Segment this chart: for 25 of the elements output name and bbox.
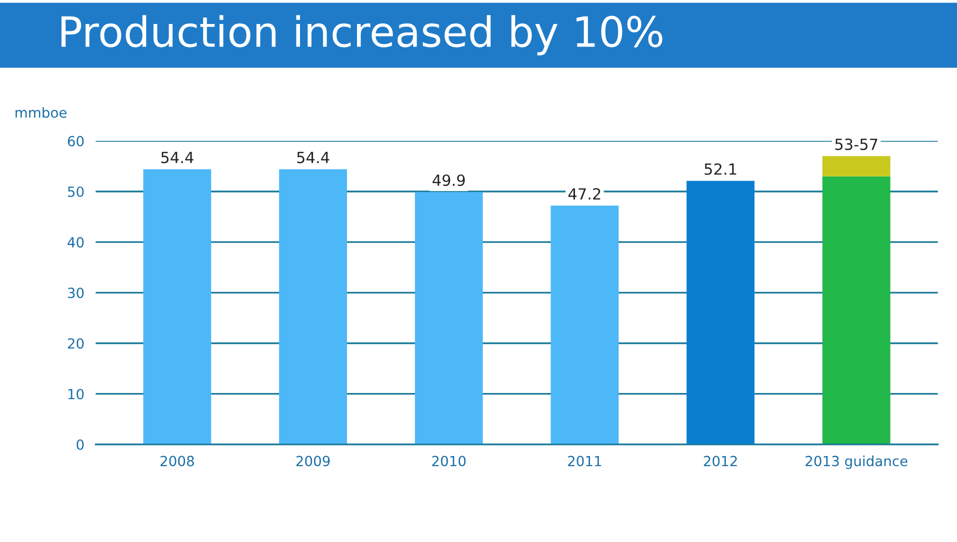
- total-label: 54.4: [161, 152, 194, 164]
- y-tick-label: 20: [68, 338, 84, 349]
- y-tick-label: 10: [68, 388, 84, 400]
- y-tick-label: 60: [68, 136, 84, 146]
- total-label: 49.9: [432, 174, 465, 186]
- x-tick-label: 2009: [296, 456, 330, 466]
- y-axis-title: mmboe: [16, 107, 67, 118]
- y-tick-label: 0: [76, 439, 84, 450]
- x-tick-label: 2008: [160, 456, 194, 466]
- x-tick-label: 2013 guidance: [806, 456, 908, 469]
- y-tick-label: 30: [68, 288, 84, 298]
- y-tick-label: 50: [68, 186, 84, 197]
- y-tick-label: 40: [68, 237, 84, 248]
- bar: [550, 206, 619, 444]
- total-label: 52.1: [704, 163, 736, 175]
- chart-title: Production increased by 10%: [62, 15, 662, 56]
- x-tick-label: 2012: [704, 456, 737, 466]
- total-label: 53-57: [835, 138, 878, 150]
- total-label: 47.2: [568, 188, 600, 200]
- x-tick-label: 2011: [568, 456, 602, 466]
- bar: [822, 156, 890, 176]
- bar: [822, 176, 890, 444]
- x-tick-label: 2010: [432, 456, 466, 466]
- total-label: 54.4: [297, 152, 330, 164]
- bar: [414, 192, 483, 444]
